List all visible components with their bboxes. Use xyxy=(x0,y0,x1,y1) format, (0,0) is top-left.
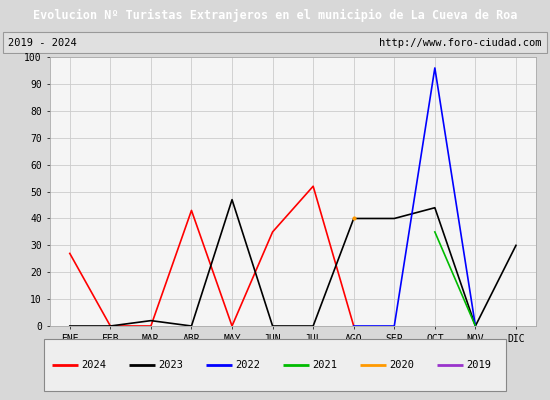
Text: http://www.foro-ciudad.com: http://www.foro-ciudad.com xyxy=(379,38,542,48)
Text: 2024: 2024 xyxy=(81,360,106,370)
2023 xyxy=(350,216,357,221)
Line: 2023: 2023 xyxy=(70,200,516,326)
2023 xyxy=(229,197,235,202)
Line: 2021: 2021 xyxy=(435,232,475,326)
2024 xyxy=(188,208,195,213)
2024 xyxy=(107,324,114,328)
Text: 2019 - 2024: 2019 - 2024 xyxy=(8,38,77,48)
2023 xyxy=(310,324,316,328)
Text: 2020: 2020 xyxy=(389,360,414,370)
2021 xyxy=(472,324,478,328)
2022 xyxy=(350,324,357,328)
Line: 2024: 2024 xyxy=(70,186,354,326)
Text: 2019: 2019 xyxy=(466,360,491,370)
2024 xyxy=(147,324,154,328)
2022 xyxy=(472,324,478,328)
2022 xyxy=(432,66,438,70)
2022 xyxy=(391,324,398,328)
2021 xyxy=(432,230,438,234)
2023 xyxy=(107,324,114,328)
2024 xyxy=(67,251,73,256)
Line: 2022: 2022 xyxy=(354,68,475,326)
2023 xyxy=(472,324,478,328)
Text: Evolucion Nº Turistas Extranjeros en el municipio de La Cueva de Roa: Evolucion Nº Turistas Extranjeros en el … xyxy=(33,8,517,22)
Text: 2023: 2023 xyxy=(158,360,183,370)
2023 xyxy=(391,216,398,221)
2023 xyxy=(147,318,154,323)
Text: 2021: 2021 xyxy=(312,360,337,370)
2023 xyxy=(270,324,276,328)
2023 xyxy=(67,324,73,328)
2024 xyxy=(229,324,235,328)
Text: 2022: 2022 xyxy=(235,360,260,370)
2023 xyxy=(188,324,195,328)
2024 xyxy=(350,324,357,328)
2023 xyxy=(432,205,438,210)
2024 xyxy=(270,230,276,234)
2024 xyxy=(310,184,316,189)
2023 xyxy=(513,243,519,248)
